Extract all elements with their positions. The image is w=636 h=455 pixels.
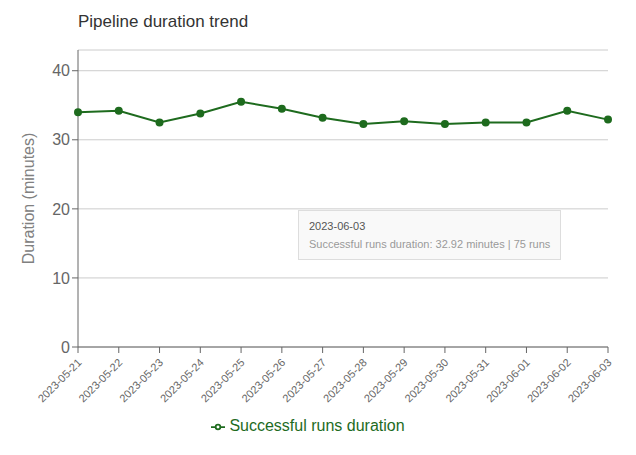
svg-text:Duration (minutes): Duration (minutes) xyxy=(20,133,37,265)
svg-text:2023-05-28: 2023-05-28 xyxy=(320,356,369,405)
svg-text:2023-05-21: 2023-05-21 xyxy=(35,356,84,405)
svg-text:20: 20 xyxy=(52,201,70,218)
html-text:Successful runs duration: Successful runs duration xyxy=(229,417,405,434)
svg-text:2023-06-02: 2023-06-02 xyxy=(524,356,573,405)
svg-text:0: 0 xyxy=(61,339,70,356)
svg-text:2023-05-31: 2023-05-31 xyxy=(443,356,492,405)
svg-text:40: 40 xyxy=(52,62,70,79)
svg-text:2023-06-01: 2023-06-01 xyxy=(483,356,533,405)
svg-text:2023-05-24: 2023-05-24 xyxy=(157,356,206,405)
svg-text:2023-05-30: 2023-05-30 xyxy=(402,356,451,405)
svg-text:2023-06-03: 2023-06-03 xyxy=(565,356,613,404)
svg-text:2023-05-29: 2023-05-29 xyxy=(361,356,410,405)
svg-text:30: 30 xyxy=(52,131,70,148)
svg-text:2023-05-25: 2023-05-25 xyxy=(198,356,247,405)
svg-text:10: 10 xyxy=(52,270,70,287)
svg-text:2023-05-23: 2023-05-23 xyxy=(116,356,166,405)
svg-text:2023-05-27: 2023-05-27 xyxy=(280,356,329,405)
svg-text:2023-05-26: 2023-05-26 xyxy=(239,356,288,405)
html-text:2023-06-03: 2023-06-03 xyxy=(309,220,366,232)
html-text:Pipeline duration trend: Pipeline duration trend xyxy=(78,12,249,31)
svg-text:2023-05-22: 2023-05-22 xyxy=(76,356,125,405)
html-text:Successful runs duration: 32.9: Successful runs duration: 32.92 minutes … xyxy=(309,238,551,250)
